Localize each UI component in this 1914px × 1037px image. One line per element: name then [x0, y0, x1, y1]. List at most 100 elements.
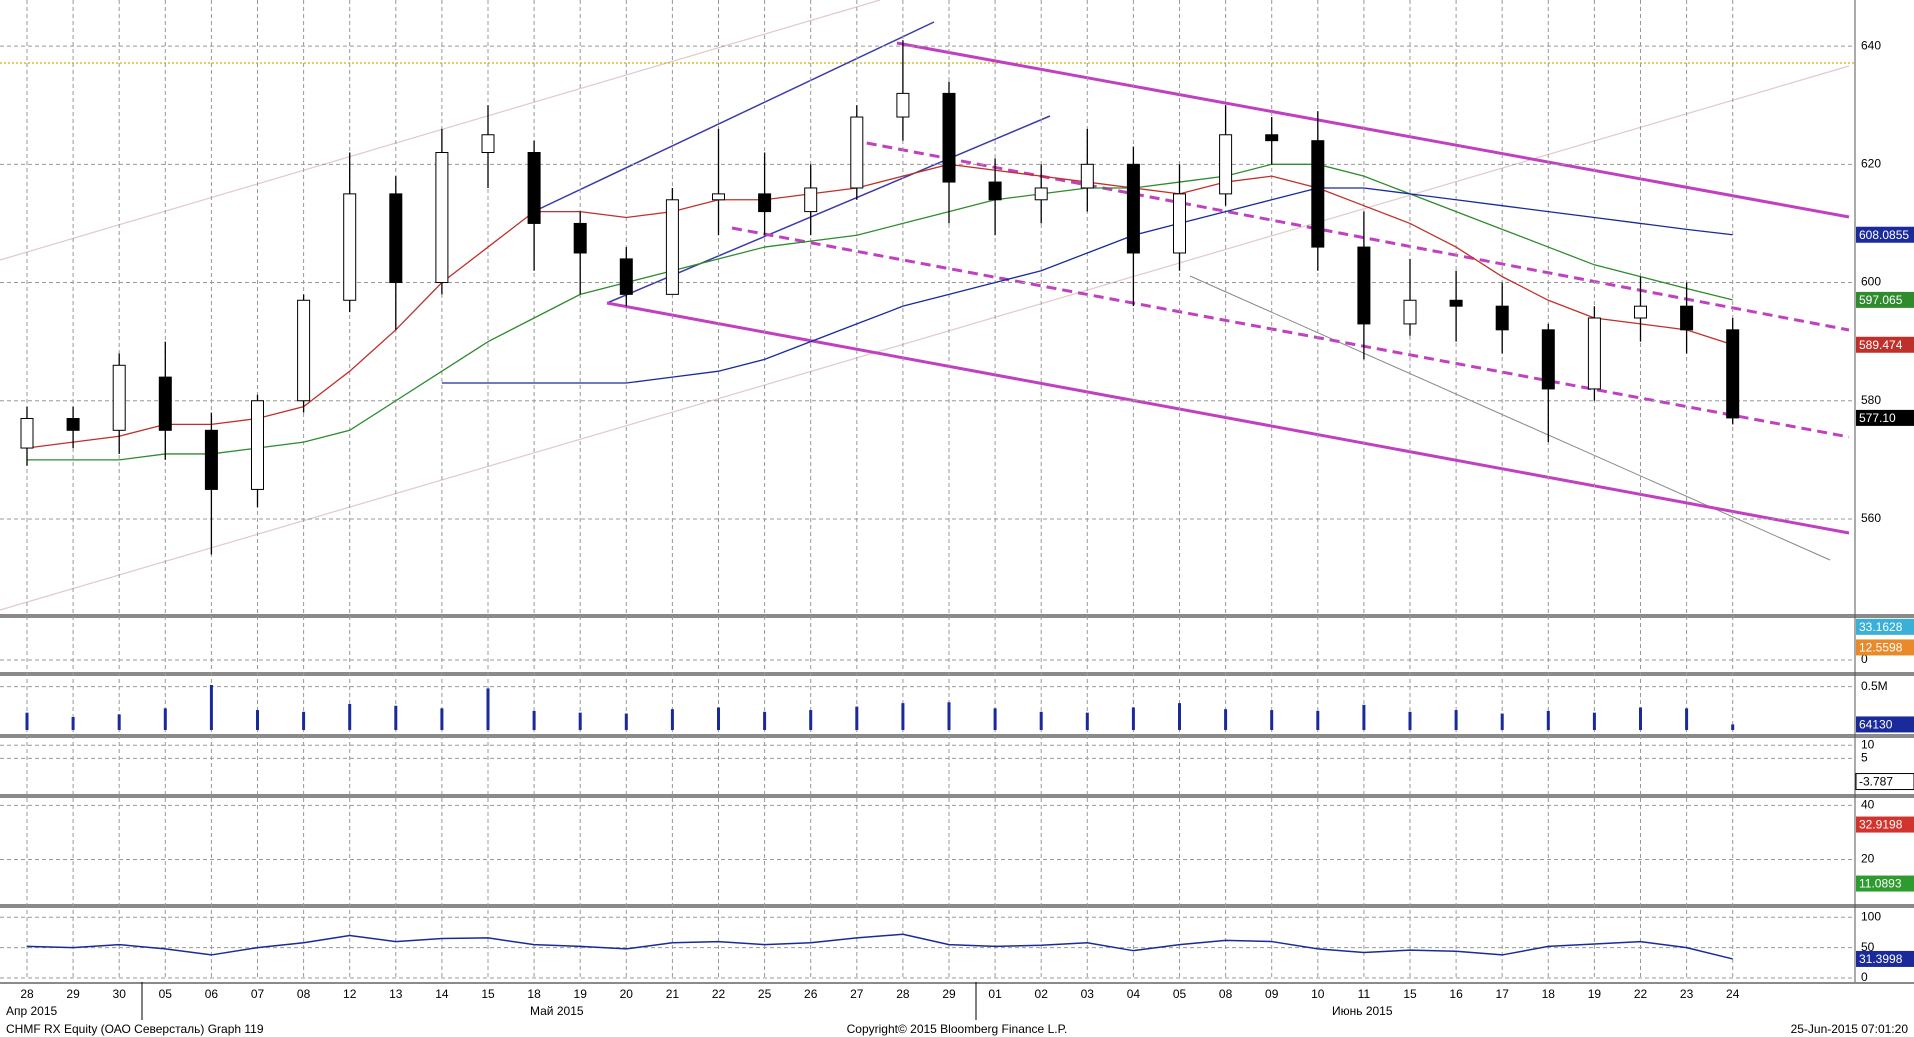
candle-body [1634, 305, 1647, 319]
x-tick-label: 29 [66, 987, 80, 1001]
x-tick-label: 05 [1173, 987, 1187, 1001]
candle-body [1173, 193, 1186, 254]
volume-bar [256, 710, 259, 730]
value-tag-label: -3.787 [1859, 775, 1893, 789]
volume-bar [1362, 704, 1366, 730]
candle-body [1449, 299, 1463, 307]
y-tick-label: 620 [1861, 156, 1881, 170]
panel-separator [0, 734, 1914, 738]
candle-body [1265, 134, 1279, 142]
value-tag-label: 589.474 [1859, 338, 1903, 352]
candle-body [1311, 140, 1325, 248]
volume-bar [1500, 713, 1504, 730]
value-tag [1856, 336, 1914, 353]
x-tick-label: 20 [620, 987, 634, 1001]
x-tick-label: 09 [1265, 987, 1279, 1001]
value-tag-label: 64130 [1859, 718, 1893, 732]
y-tick-label: 580 [1861, 393, 1881, 407]
y-tick-label: 560 [1861, 511, 1881, 525]
candle-body [112, 364, 126, 431]
candle-body [1219, 134, 1233, 195]
volume-bar [1085, 712, 1089, 730]
value-tag [1856, 226, 1914, 243]
candle-body [942, 92, 956, 183]
footer-center: Copyright© 2015 Bloomberg Finance L.P. [847, 1022, 1068, 1036]
x-tick-label: 13 [389, 987, 403, 1001]
candle-body [435, 152, 449, 284]
volume-bar [1592, 712, 1596, 730]
x-tick-label: 04 [1127, 987, 1141, 1001]
volume-bar [1408, 711, 1412, 730]
candle-body [1726, 329, 1740, 419]
candle-body [204, 429, 218, 490]
candle-body [1680, 305, 1694, 331]
x-tick-label: 05 [159, 987, 173, 1001]
candle-body [1541, 329, 1555, 390]
volume-bar [1685, 708, 1689, 730]
volume-bar [809, 710, 813, 730]
candle-body [527, 152, 541, 224]
x-tick-label: 15 [1403, 987, 1417, 1001]
panel-separator [0, 904, 1914, 908]
candle-body [1403, 299, 1417, 325]
volume-bar [348, 704, 352, 730]
x-tick-label: 08 [1219, 987, 1233, 1001]
y-tick-label: 0 [1861, 652, 1868, 666]
volume-bar [486, 688, 490, 730]
candle-body [66, 417, 80, 431]
volume-bar [394, 705, 398, 730]
candle-body [758, 193, 772, 213]
value-tag [1856, 618, 1914, 635]
month-label: Июнь 2015 [1332, 1004, 1393, 1018]
candle-body [804, 187, 818, 213]
volume-bar [25, 712, 29, 730]
volume-bar [763, 711, 767, 730]
x-tick-label: 24 [1726, 987, 1740, 1001]
month-label: Май 2015 [530, 1004, 584, 1018]
candle-body [712, 193, 725, 201]
value-tag-label: 597.065 [1859, 293, 1903, 307]
x-tick-label: 23 [1680, 987, 1694, 1001]
moving-average [26, 163, 1733, 449]
volume-bar [117, 714, 121, 730]
volume-bar [440, 708, 444, 730]
panel-separator [0, 614, 1914, 618]
candle-body [297, 299, 311, 402]
volume-bar [901, 703, 905, 730]
x-tick-label: 22 [1634, 987, 1648, 1001]
moving-average [27, 163, 1733, 461]
panel-separator [0, 794, 1914, 798]
candle-body [896, 92, 910, 118]
x-tick-label: 01 [988, 987, 1002, 1001]
x-tick-label: 10 [1311, 987, 1325, 1001]
candle-body [850, 116, 864, 189]
footer-left: CHMF RX Equity (ОАО Северсталь) Graph 11… [6, 1022, 264, 1036]
y-tick-label: 40 [1861, 798, 1875, 812]
axis-separator [0, 982, 1914, 984]
candle-body [1357, 246, 1371, 325]
volume-bar [717, 707, 720, 730]
volume-bar [578, 712, 582, 730]
candle-body [343, 193, 357, 301]
volume-bar [1224, 709, 1228, 730]
value-tag-label: 11.0893 [1859, 877, 1902, 891]
volume-bar [1039, 711, 1043, 730]
x-tick-label: 28 [896, 987, 910, 1001]
value-tag [1856, 816, 1914, 833]
y-tick-label: 20 [1861, 852, 1875, 866]
y-tick-label: 0 [1861, 970, 1868, 984]
x-tick-label: 16 [1449, 987, 1463, 1001]
candle-body [1587, 317, 1601, 390]
candle-body [481, 134, 495, 153]
y-tick-label: 5 [1861, 751, 1868, 765]
value-tag [1856, 716, 1914, 733]
x-tick-label: 07 [251, 987, 265, 1001]
x-tick-label: 14 [435, 987, 449, 1001]
x-tick-label: 29 [942, 987, 956, 1001]
volume-bar [163, 708, 167, 730]
volume-bar [670, 709, 674, 730]
value-tag [1856, 409, 1914, 426]
y-tick-label: 0.5M [1861, 679, 1888, 693]
x-tick-label: 08 [297, 987, 311, 1001]
value-tag [1855, 773, 1914, 791]
